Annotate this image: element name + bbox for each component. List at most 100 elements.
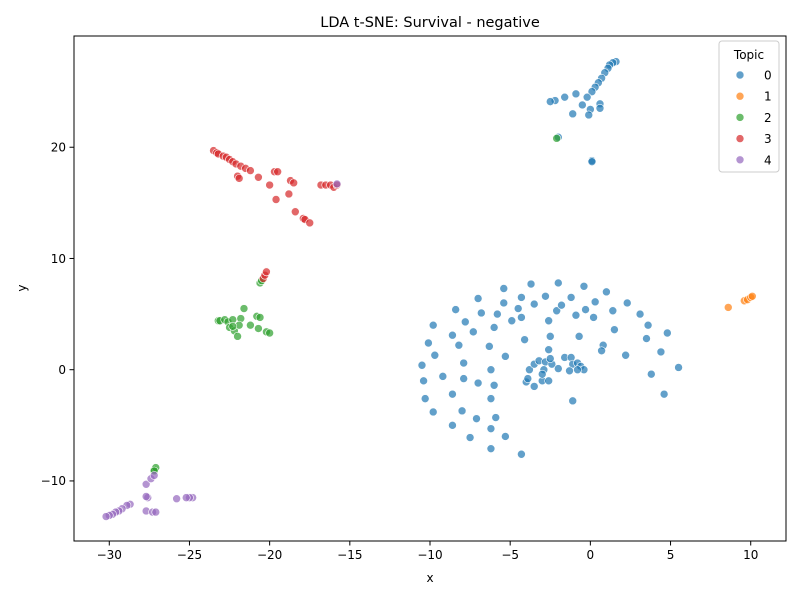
legend: Topic 0 1 2 3 4	[718, 40, 780, 173]
data-point-topic-0	[520, 335, 529, 344]
data-point-topic-0	[430, 350, 440, 360]
legend-marker	[735, 113, 745, 122]
data-point-topic-0	[473, 294, 483, 303]
data-point-topic-3	[265, 180, 274, 190]
x-tick-label: 10	[743, 548, 758, 562]
data-point-topic-4	[332, 179, 342, 189]
data-point-topic-0	[643, 320, 653, 330]
data-point-topic-0	[523, 374, 533, 383]
data-point-topic-0	[646, 369, 656, 379]
data-point-topic-0	[457, 406, 467, 416]
data-point-topic-0	[428, 407, 438, 417]
data-point-topic-1	[723, 303, 733, 312]
data-point-topic-2	[239, 304, 249, 313]
data-point-topic-0	[460, 317, 470, 327]
data-point-topic-0	[438, 372, 448, 381]
x-tick-label: −20	[257, 548, 282, 562]
legend-entry-label: 4	[764, 153, 772, 167]
x-tick-label: 0	[587, 548, 595, 562]
data-point-topic-0	[428, 320, 438, 330]
data-point-topic-0	[579, 281, 589, 291]
data-point-topic-0	[424, 338, 433, 348]
data-point-topic-0	[486, 424, 496, 433]
x-tick-label: 5	[667, 548, 675, 562]
data-point-topic-4	[149, 471, 159, 480]
legend-title: Topic	[733, 48, 764, 62]
data-point-topic-0	[465, 433, 475, 442]
data-point-topic-0	[573, 365, 582, 375]
y-axis-label: y	[15, 284, 29, 291]
data-point-topic-0	[545, 332, 555, 341]
data-point-topic-0	[635, 309, 645, 319]
y-tick-label: 20	[51, 141, 66, 155]
y-tick-label: 10	[51, 252, 66, 266]
data-point-topic-2	[233, 332, 242, 341]
data-point-topic-0	[513, 304, 523, 313]
data-point-topic-3	[273, 167, 282, 176]
data-point-topic-0	[595, 104, 605, 113]
data-point-topic-0	[454, 340, 464, 350]
data-point-topic-0	[659, 389, 669, 399]
data-point-topic-0	[499, 298, 509, 308]
data-point-topic-4	[141, 492, 151, 501]
data-point-topic-0	[541, 291, 550, 301]
data-point-topic-2	[265, 328, 274, 338]
data-point-topic-0	[489, 323, 499, 332]
data-point-topic-0	[553, 278, 563, 288]
data-point-topic-0	[608, 306, 618, 316]
data-point-topic-0	[544, 376, 553, 386]
data-point-topic-2	[255, 313, 265, 322]
data-point-topic-0	[584, 110, 594, 120]
data-point-topic-0	[582, 92, 592, 102]
data-point-topic-0	[517, 313, 526, 322]
data-point-topic-0	[571, 310, 581, 320]
legend-entry-label: 2	[764, 111, 772, 125]
data-point-topic-0	[451, 305, 460, 314]
data-point-topic-2	[552, 134, 561, 143]
y-tick-label: −10	[41, 474, 66, 488]
data-point-topic-0	[571, 89, 581, 99]
data-point-topic-0	[448, 330, 457, 340]
data-point-topic-0	[529, 299, 539, 309]
legend-marker	[735, 70, 745, 80]
legend-marker	[735, 134, 745, 143]
data-point-topic-0	[448, 421, 457, 430]
data-point-topic-4	[151, 507, 161, 517]
data-point-topic-0	[526, 279, 536, 289]
data-point-topic-3	[305, 218, 315, 228]
data-point-topic-3	[262, 267, 271, 277]
data-point-topic-0	[566, 293, 576, 302]
data-point-topic-0	[493, 309, 502, 319]
data-point-topic-0	[486, 365, 496, 375]
data-point-topic-0	[663, 328, 672, 338]
data-point-topic-0	[622, 298, 632, 308]
data-point-topic-0	[501, 352, 510, 361]
data-point-topic-4	[141, 479, 151, 489]
legend-items: 0 1 2 3 4	[735, 69, 772, 167]
data-point-topic-0	[486, 444, 496, 453]
data-point-topic-0	[459, 374, 468, 383]
data-point-topic-0	[420, 394, 430, 403]
data-point-topic-0	[507, 316, 517, 326]
plot-area	[74, 36, 786, 541]
data-point-topic-1	[748, 291, 757, 301]
data-point-topic-0	[568, 396, 578, 406]
x-tick-label: −10	[417, 548, 442, 562]
data-point-topic-0	[610, 325, 619, 334]
data-point-topic-0	[537, 369, 547, 379]
data-point-topic-0	[501, 432, 510, 441]
data-point-topic-3	[254, 172, 263, 182]
data-point-topic-0	[473, 378, 483, 388]
data-point-topic-4	[172, 494, 181, 504]
data-point-topic-3	[284, 189, 294, 199]
y-tick-label: 0	[58, 363, 66, 377]
data-point-topic-0	[517, 449, 526, 459]
legend-box	[718, 40, 780, 173]
data-point-topic-0	[448, 389, 457, 399]
data-points	[101, 57, 757, 521]
x-tick-label: −25	[177, 548, 202, 562]
data-point-topic-0	[597, 346, 606, 356]
data-point-topic-0	[557, 300, 566, 310]
data-point-topic-0	[419, 376, 428, 386]
